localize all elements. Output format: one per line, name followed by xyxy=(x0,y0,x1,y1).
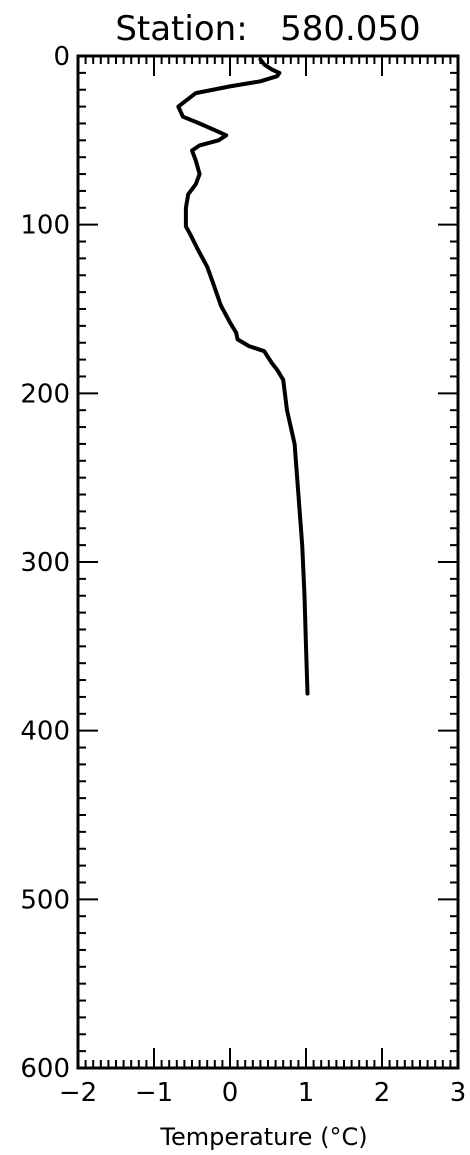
y-tick-label: 400 xyxy=(20,717,70,747)
y-tick-label: 600 xyxy=(20,1054,70,1084)
chart-title: Station: 580.050 xyxy=(115,9,420,49)
x-tick-label: −2 xyxy=(59,1078,97,1108)
y-tick-label: 0 xyxy=(53,42,70,72)
x-tick-label: 3 xyxy=(450,1078,467,1108)
x-tick-label: 2 xyxy=(374,1078,391,1108)
y-tick-labels: 0 100 200 300 400 500 600 xyxy=(20,42,70,1084)
x-axis-label: Temperature (°C) xyxy=(159,1123,367,1151)
x-tick-label: 1 xyxy=(298,1078,315,1108)
x-tick-labels: −2 −1 0 1 2 3 xyxy=(59,1078,466,1108)
x-tick-label: −1 xyxy=(135,1078,173,1108)
y-tick-label: 300 xyxy=(20,548,70,578)
y-tick-label: 100 xyxy=(20,211,70,241)
y-tick-label: 200 xyxy=(20,379,70,409)
x-tick-label: 0 xyxy=(222,1078,239,1108)
temperature-series-line xyxy=(176,57,310,696)
axis-ticks xyxy=(77,55,459,1069)
y-tick-label: 500 xyxy=(20,885,70,915)
plot-frame xyxy=(76,54,460,1070)
